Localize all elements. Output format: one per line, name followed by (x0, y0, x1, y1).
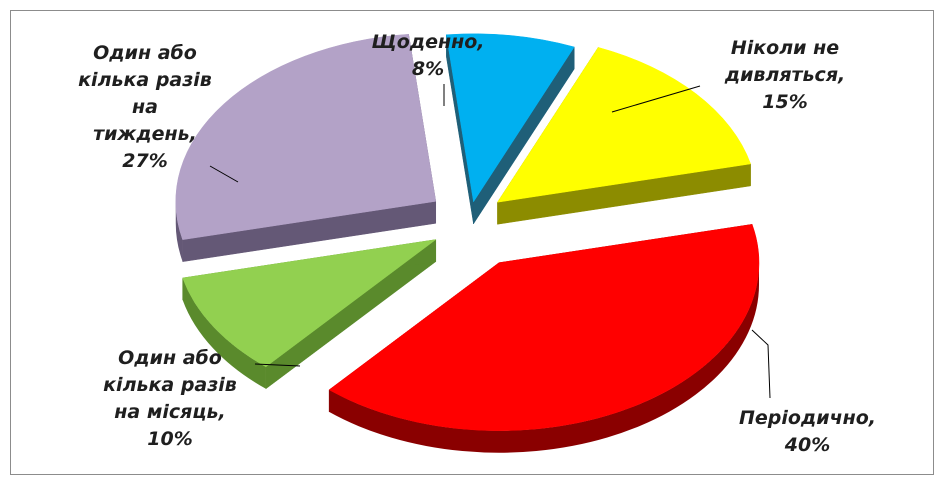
leader-weekly (209, 165, 239, 183)
label-monthly: Один або кілька разів на місяць, 10% (103, 347, 237, 450)
slice-daily (446, 33, 575, 225)
slice-weekly (175, 33, 437, 262)
label-never: Ніколи не дивляться, 15% (724, 37, 846, 113)
label-daily: Щоденно, 8% (371, 31, 485, 80)
slice-never (496, 46, 751, 226)
leader-never (611, 85, 701, 113)
label-periodic: Періодично, 40% (738, 407, 877, 456)
slice-monthly (182, 239, 437, 390)
leader-periodic (751, 329, 771, 399)
leader-monthly (254, 363, 301, 367)
slice-periodic (328, 224, 760, 453)
label-weekly: Один або кілька разів на тиждень, 27% (78, 42, 212, 172)
